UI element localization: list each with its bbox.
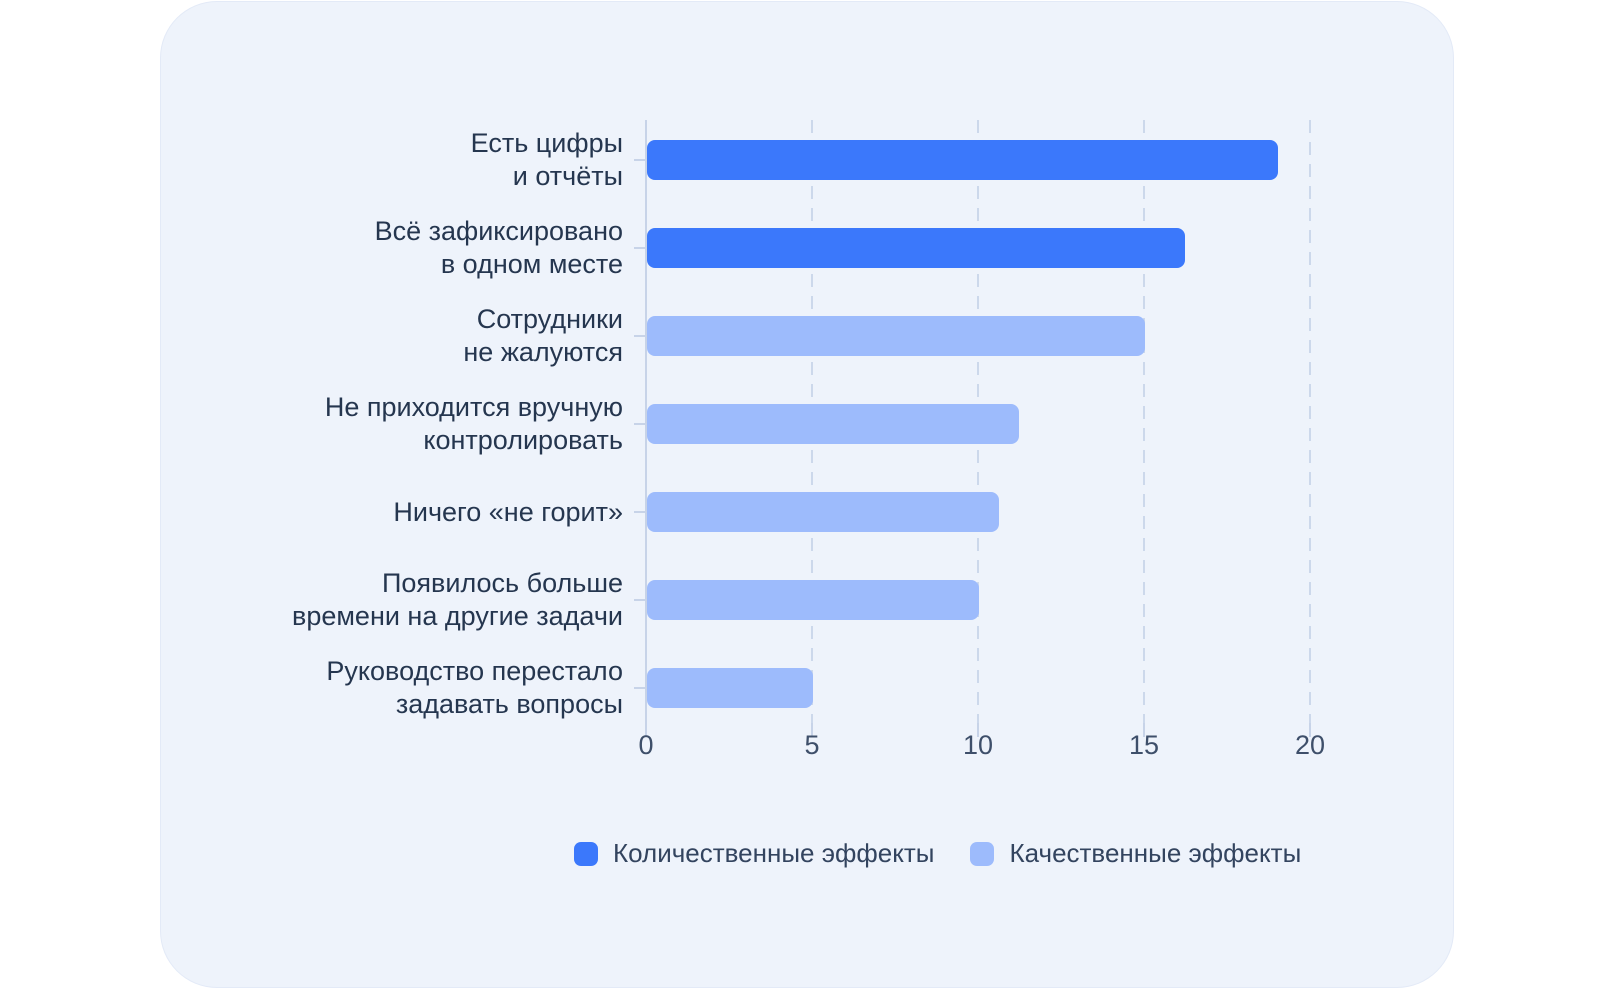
category-label: Сотрудники не жалуются	[161, 292, 623, 380]
y-axis-tick	[634, 247, 646, 249]
y-axis-tick	[634, 599, 646, 601]
category-label-text: Ничего «не горит»	[393, 496, 623, 527]
x-tick-label: 5	[804, 730, 820, 760]
bar	[647, 316, 1145, 356]
category-label: Появилось больше времени на другие задач…	[161, 556, 623, 644]
x-tick-label: 20	[1294, 730, 1326, 760]
y-axis-tick	[634, 687, 646, 689]
category-label-text: Появилось больше времени на другие задач…	[291, 568, 623, 631]
category-label: Руководство перестало задавать вопросы	[161, 644, 623, 732]
category-label-text: Есть цифры и отчёты	[470, 128, 623, 191]
legend-label: Качественные эффекты	[1009, 838, 1302, 868]
legend-item: Количественные эффекты	[574, 838, 934, 869]
x-tick-label: 10	[962, 730, 994, 760]
bar	[647, 140, 1278, 180]
y-axis-tick	[634, 335, 646, 337]
x-axis-tick	[977, 723, 979, 737]
bar	[647, 668, 813, 708]
y-axis-tick	[634, 511, 646, 513]
category-label: Ничего «не горит»	[161, 468, 623, 556]
legend-swatch	[574, 841, 598, 866]
category-label-text: Руководство перестало задавать вопросы	[326, 656, 623, 719]
bar	[647, 404, 1019, 444]
y-axis-line	[645, 120, 647, 723]
bar	[647, 492, 999, 532]
category-label-text: Всё зафиксировано в одном месте	[374, 216, 623, 279]
bar-chart: 0 5 10 15 20 Есть цифры и отчёты Всё зафиксиро…	[161, 2, 1453, 987]
chart-legend: Количественные эффекты Качественные эффек…	[574, 838, 1301, 869]
legend-swatch	[970, 841, 995, 866]
category-label-text: Сотрудники не жалуются	[463, 304, 623, 367]
x-tick-label: 0	[638, 730, 654, 760]
legend-item: Качественные эффекты	[970, 838, 1301, 869]
x-axis-tick	[1309, 723, 1311, 737]
chart-card: 0 5 10 15 20 Есть цифры и отчёты Всё зафиксиро…	[161, 2, 1453, 987]
gridline	[1143, 120, 1145, 723]
category-label: Есть цифры и отчёты	[161, 116, 623, 204]
x-axis-tick	[645, 723, 647, 737]
category-label: Всё зафиксировано в одном месте	[161, 204, 623, 292]
legend-label: Количественные эффекты	[613, 838, 935, 868]
x-axis-tick	[1143, 723, 1145, 737]
gridline	[1309, 120, 1311, 723]
x-axis-tick	[811, 723, 813, 737]
y-axis-tick	[634, 159, 646, 161]
bar	[647, 580, 979, 620]
category-label: Не приходится вручную контролировать	[161, 380, 623, 468]
bar	[647, 228, 1185, 268]
category-label-text: Не приходится вручную контролировать	[324, 392, 623, 455]
y-axis-tick	[634, 423, 646, 425]
x-tick-label: 15	[1128, 730, 1160, 760]
